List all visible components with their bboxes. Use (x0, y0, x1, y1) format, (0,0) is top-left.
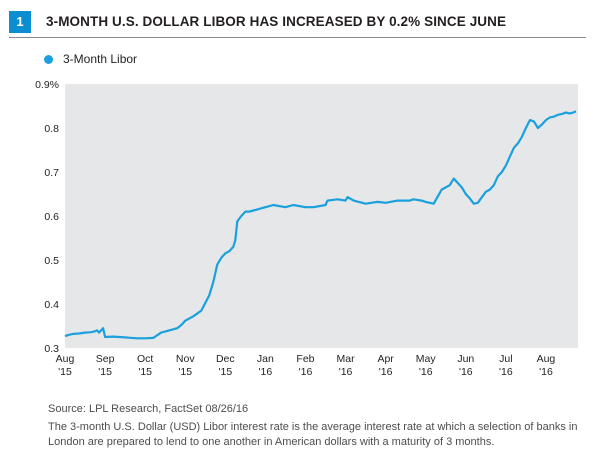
y-axis: 0.3 0.4 0.5 0.6 0.7 0.8 0.9% (35, 79, 59, 355)
x-tick-year-label: '16 (539, 366, 553, 378)
y-tick-label: 0.9% (35, 79, 59, 91)
x-tick-month-label: Feb (296, 353, 314, 365)
legend: 3-Month Libor (44, 51, 137, 67)
y-tick-label: 0.5 (44, 255, 59, 267)
x-tick-year-label: '15 (138, 366, 152, 378)
x-tick-year-label: '15 (178, 366, 192, 378)
figure-number-badge: 1 (9, 11, 31, 33)
x-tick-month-label: Aug (56, 353, 75, 365)
x-tick-year-label: '16 (339, 366, 353, 378)
source-note: Source: LPL Research, FactSet 08/26/16 (48, 403, 249, 415)
chart-title: 3-MONTH U.S. DOLLAR LIBOR HAS INCREASED … (46, 14, 507, 29)
x-tick-month-label: Jan (257, 353, 274, 365)
line-chart: 0.30.40.50.60.70.80.9% Aug'15Sep'15Oct'1… (35, 79, 578, 378)
x-tick-month-label: Sep (96, 353, 115, 365)
x-tick-month-label: Apr (377, 353, 394, 365)
x-tick-year-label: '16 (419, 366, 433, 378)
x-tick-month-label: Oct (137, 353, 153, 365)
plot-area (65, 84, 578, 348)
x-tick-year-label: '16 (259, 366, 273, 378)
x-tick-year-label: '15 (98, 366, 112, 378)
y-tick-label: 0.4 (44, 299, 59, 311)
x-tick-year-label: '15 (218, 366, 232, 378)
y-tick-label: 0.6 (44, 211, 59, 223)
footnote: The 3-month U.S. Dollar (USD) Libor inte… (48, 421, 578, 448)
x-tick-month-label: Aug (537, 353, 556, 365)
x-tick-year-label: '15 (58, 366, 72, 378)
x-tick-month-label: Mar (337, 353, 356, 365)
x-tick-year-label: '16 (379, 366, 393, 378)
x-tick-year-label: '16 (459, 366, 473, 378)
y-tick-label: 0.8 (44, 123, 59, 135)
x-tick-year-label: '16 (299, 366, 313, 378)
x-tick-month-label: May (416, 353, 437, 365)
x-tick-year-label: '16 (499, 366, 513, 378)
x-tick-month-label: Jun (457, 353, 474, 365)
legend-label: 3-Month Libor (63, 52, 138, 66)
legend-marker (44, 54, 53, 64)
y-tick-label: 0.7 (44, 167, 59, 179)
x-tick-month-label: Jul (499, 353, 512, 365)
series-line-3-month-libor (64, 110, 577, 340)
x-tick-month-label: Nov (176, 353, 195, 365)
title-divider (9, 37, 586, 38)
x-axis: Aug'15Sep'15Oct'15Nov'15Dec'15Jan'16Feb'… (56, 353, 556, 378)
series-layer (64, 110, 577, 340)
x-tick-month-label: Dec (216, 353, 235, 365)
y-tick-label: 0.3 (44, 343, 59, 355)
